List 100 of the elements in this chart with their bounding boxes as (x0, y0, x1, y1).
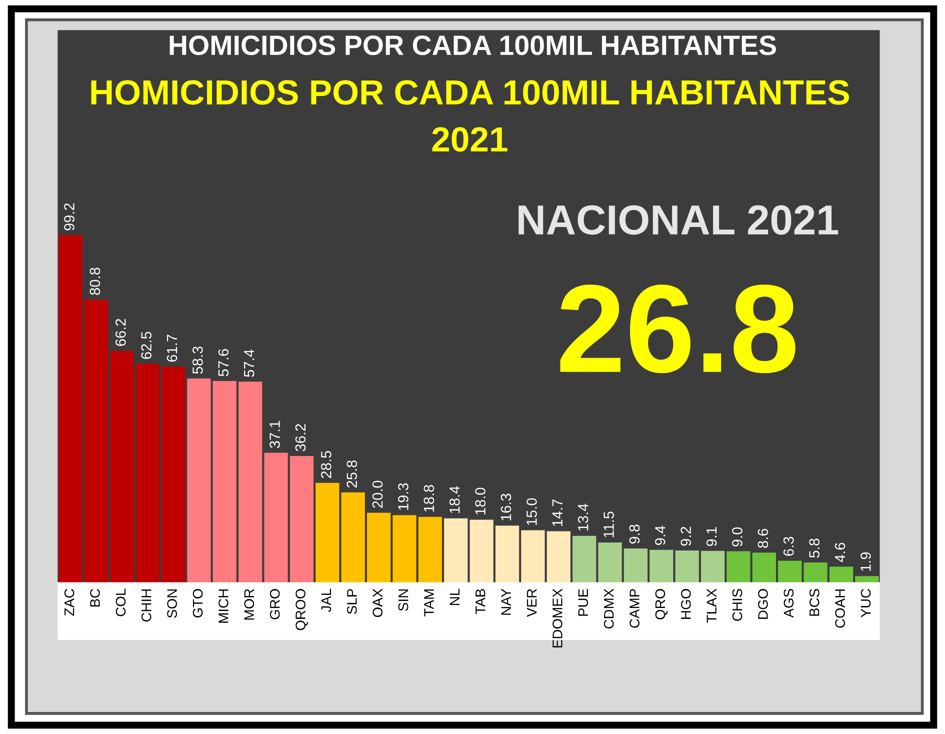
bar (855, 576, 879, 583)
data-label: 25.8 (346, 460, 358, 488)
x-tick-label: OAX (372, 588, 383, 618)
bar (264, 452, 288, 583)
data-label: 8.6 (758, 528, 768, 548)
bar (675, 550, 699, 583)
data-label: 9.2 (680, 526, 692, 546)
bar (316, 482, 340, 583)
data-label: 1.9 (860, 552, 871, 571)
x-tick-label: CAMP (630, 589, 640, 628)
x-tick-label: TLAX (706, 588, 716, 623)
x-tick-label: SON (167, 589, 177, 618)
bar (110, 350, 134, 583)
data-label: 9.4 (655, 526, 666, 545)
data-label: 19.3 (398, 483, 408, 510)
bar (752, 552, 776, 583)
chart-title: HOMICIDIOS POR CADA 100MIL HABITANTES (170, 35, 776, 56)
bar (161, 366, 186, 583)
bar (521, 530, 545, 583)
x-tick-label: TAB (476, 589, 486, 614)
bar (290, 456, 314, 583)
bar (341, 492, 365, 583)
data-label: 5.8 (809, 538, 820, 558)
annotation: 26.8 (560, 284, 796, 374)
data-label: 9.1 (706, 527, 717, 546)
data-label: 61.7 (166, 334, 178, 362)
x-tick-label: VER (526, 588, 537, 617)
x-tick-label: YUC (860, 588, 871, 618)
data-label: 16.3 (500, 494, 512, 520)
x-tick-label: PUE (578, 588, 588, 616)
bar (392, 515, 416, 583)
data-label: 18.0 (475, 488, 486, 514)
bar (572, 536, 596, 583)
x-tick-label: AGS (784, 588, 794, 618)
x-tick-label: TAM (424, 589, 434, 616)
bar (700, 550, 725, 583)
bar (829, 566, 854, 583)
bar (366, 512, 391, 583)
data-label: 18.8 (424, 485, 434, 512)
x-tick-label: ZAC (64, 588, 74, 616)
x-tick-label: MOR (244, 588, 254, 620)
data-label: 37.1 (270, 420, 280, 448)
bar (238, 382, 262, 583)
bar (624, 548, 648, 583)
x-tick-label: CDMX (604, 588, 614, 629)
bar (418, 516, 442, 583)
x-tick-label: NL (450, 588, 460, 605)
data-label: 57.6 (218, 349, 229, 376)
x-tick-label: CHIH (141, 589, 152, 622)
bar (136, 364, 160, 583)
x-tick-label: GRO (270, 589, 280, 620)
x-tick-label: SLP (347, 589, 357, 614)
bar (495, 526, 520, 583)
x-tick-label: BCS (809, 588, 820, 616)
x-tick-label: JAL (321, 588, 332, 612)
data-label: 99.2 (64, 203, 74, 230)
x-tick-label: MICH (218, 589, 228, 623)
x-tick-label: NAY (501, 588, 511, 615)
data-label: 57.4 (244, 350, 254, 377)
data-label: 4.6 (834, 542, 846, 562)
data-label: 6.3 (783, 536, 794, 556)
x-tick-label: COL (116, 588, 126, 616)
data-label: 28.5 (321, 450, 332, 478)
bar (804, 562, 828, 583)
x-tick-label: CHIS (732, 588, 742, 621)
bar (598, 542, 622, 583)
text: NACIONAL 2021 (518, 205, 838, 235)
data-label: 11.5 (604, 512, 614, 538)
data-label: 62.5 (141, 332, 152, 359)
x-tick-label: SIN (398, 589, 408, 611)
data-label: 9.8 (629, 524, 640, 544)
bar (470, 520, 494, 583)
data-label: 9.0 (732, 527, 742, 546)
bar (546, 531, 570, 583)
data-label: 66.2 (115, 319, 126, 346)
x-tick-label: EDOMEX (552, 588, 562, 648)
data-label: 20.0 (372, 480, 383, 508)
bar (58, 235, 82, 583)
x-tick-label: GTO (192, 589, 203, 618)
data-label: 80.8 (90, 268, 100, 295)
bar (212, 380, 236, 583)
bar (650, 550, 674, 583)
data-label: 58.3 (192, 346, 203, 374)
data-label: 13.4 (578, 504, 588, 531)
bar (778, 560, 802, 583)
x-tick-label: DGO (758, 589, 768, 619)
chart-subtitle: HOMICIDIOS POR CADA 100MIL HABITANTES 2021 (91, 80, 850, 152)
x-tick-label: HGO (680, 589, 691, 619)
x-tick-label: QRO (655, 589, 668, 620)
bar (187, 378, 211, 583)
x-tick-label: COAH (835, 589, 845, 628)
bar (444, 518, 468, 583)
data-label: 14.7 (552, 499, 562, 526)
x-tick-label: BC (90, 588, 100, 607)
bar (84, 300, 108, 583)
data-label: 18.4 (449, 486, 460, 514)
data-label: 15.0 (526, 498, 537, 525)
bar (726, 551, 750, 583)
x-tick-label: QROO (296, 589, 308, 630)
data-label: 36.2 (295, 424, 306, 452)
